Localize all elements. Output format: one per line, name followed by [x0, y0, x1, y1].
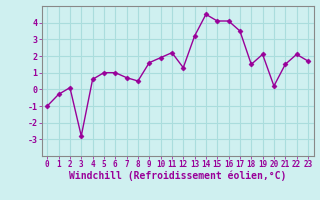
X-axis label: Windchill (Refroidissement éolien,°C): Windchill (Refroidissement éolien,°C)	[69, 171, 286, 181]
